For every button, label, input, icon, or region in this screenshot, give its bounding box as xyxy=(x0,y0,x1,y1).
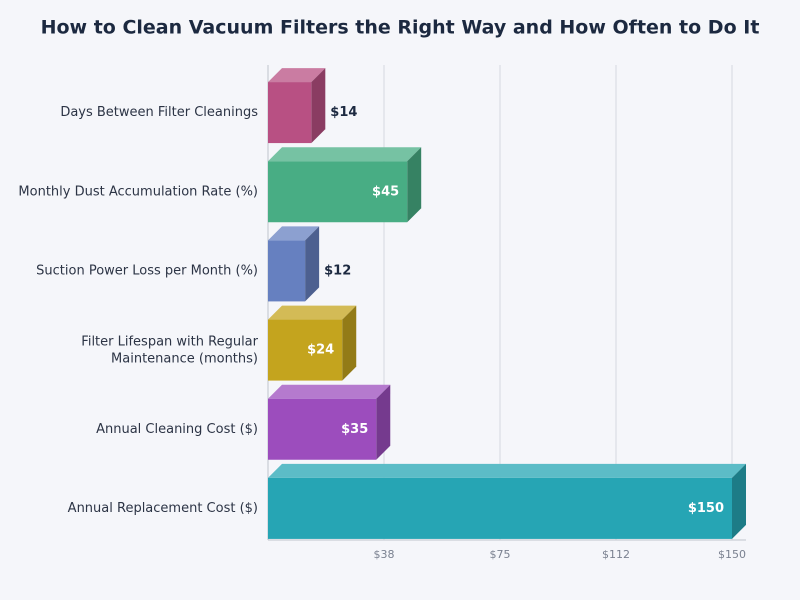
bar xyxy=(268,82,312,144)
bar-top xyxy=(268,147,422,162)
bar-top xyxy=(268,384,391,399)
bar-top xyxy=(268,68,326,83)
bar xyxy=(268,319,343,381)
x-tick-label: $112 xyxy=(602,548,630,561)
bar-side xyxy=(311,68,326,144)
bar-top xyxy=(268,463,746,478)
chart-title: How to Clean Vacuum Filters the Right Wa… xyxy=(41,17,760,39)
value-label: $35 xyxy=(341,422,368,437)
x-tick-label: $150 xyxy=(718,548,746,561)
y-tick-label: Annual Cleaning Cost ($) xyxy=(96,422,258,437)
value-label: $12 xyxy=(324,263,351,278)
bar-side xyxy=(407,147,422,223)
bar-side xyxy=(305,226,320,302)
bar-top xyxy=(268,226,320,241)
value-label: $45 xyxy=(372,184,399,199)
value-label: $14 xyxy=(330,105,357,120)
x-tick-label: $75 xyxy=(490,548,511,561)
value-label: $150 xyxy=(688,501,724,516)
y-tick-label: Monthly Dust Accumulation Rate (%) xyxy=(18,184,258,199)
bar-side xyxy=(732,463,746,539)
bar xyxy=(268,398,377,460)
y-tick-label: Suction Power Loss per Month (%) xyxy=(36,263,258,278)
bar xyxy=(268,477,732,539)
bar xyxy=(268,161,408,223)
y-tick-label: Annual Replacement Cost ($) xyxy=(68,501,258,516)
bar xyxy=(268,240,306,302)
bar-side xyxy=(342,305,357,381)
y-tick-label: Days Between Filter Cleanings xyxy=(60,105,258,120)
value-label: $24 xyxy=(307,343,334,358)
x-tick-label: $38 xyxy=(374,548,395,561)
bar-side xyxy=(376,384,391,460)
bar-top xyxy=(268,305,357,320)
y-tick-label: Filter Lifespan with Regular Maintenance … xyxy=(81,334,258,366)
